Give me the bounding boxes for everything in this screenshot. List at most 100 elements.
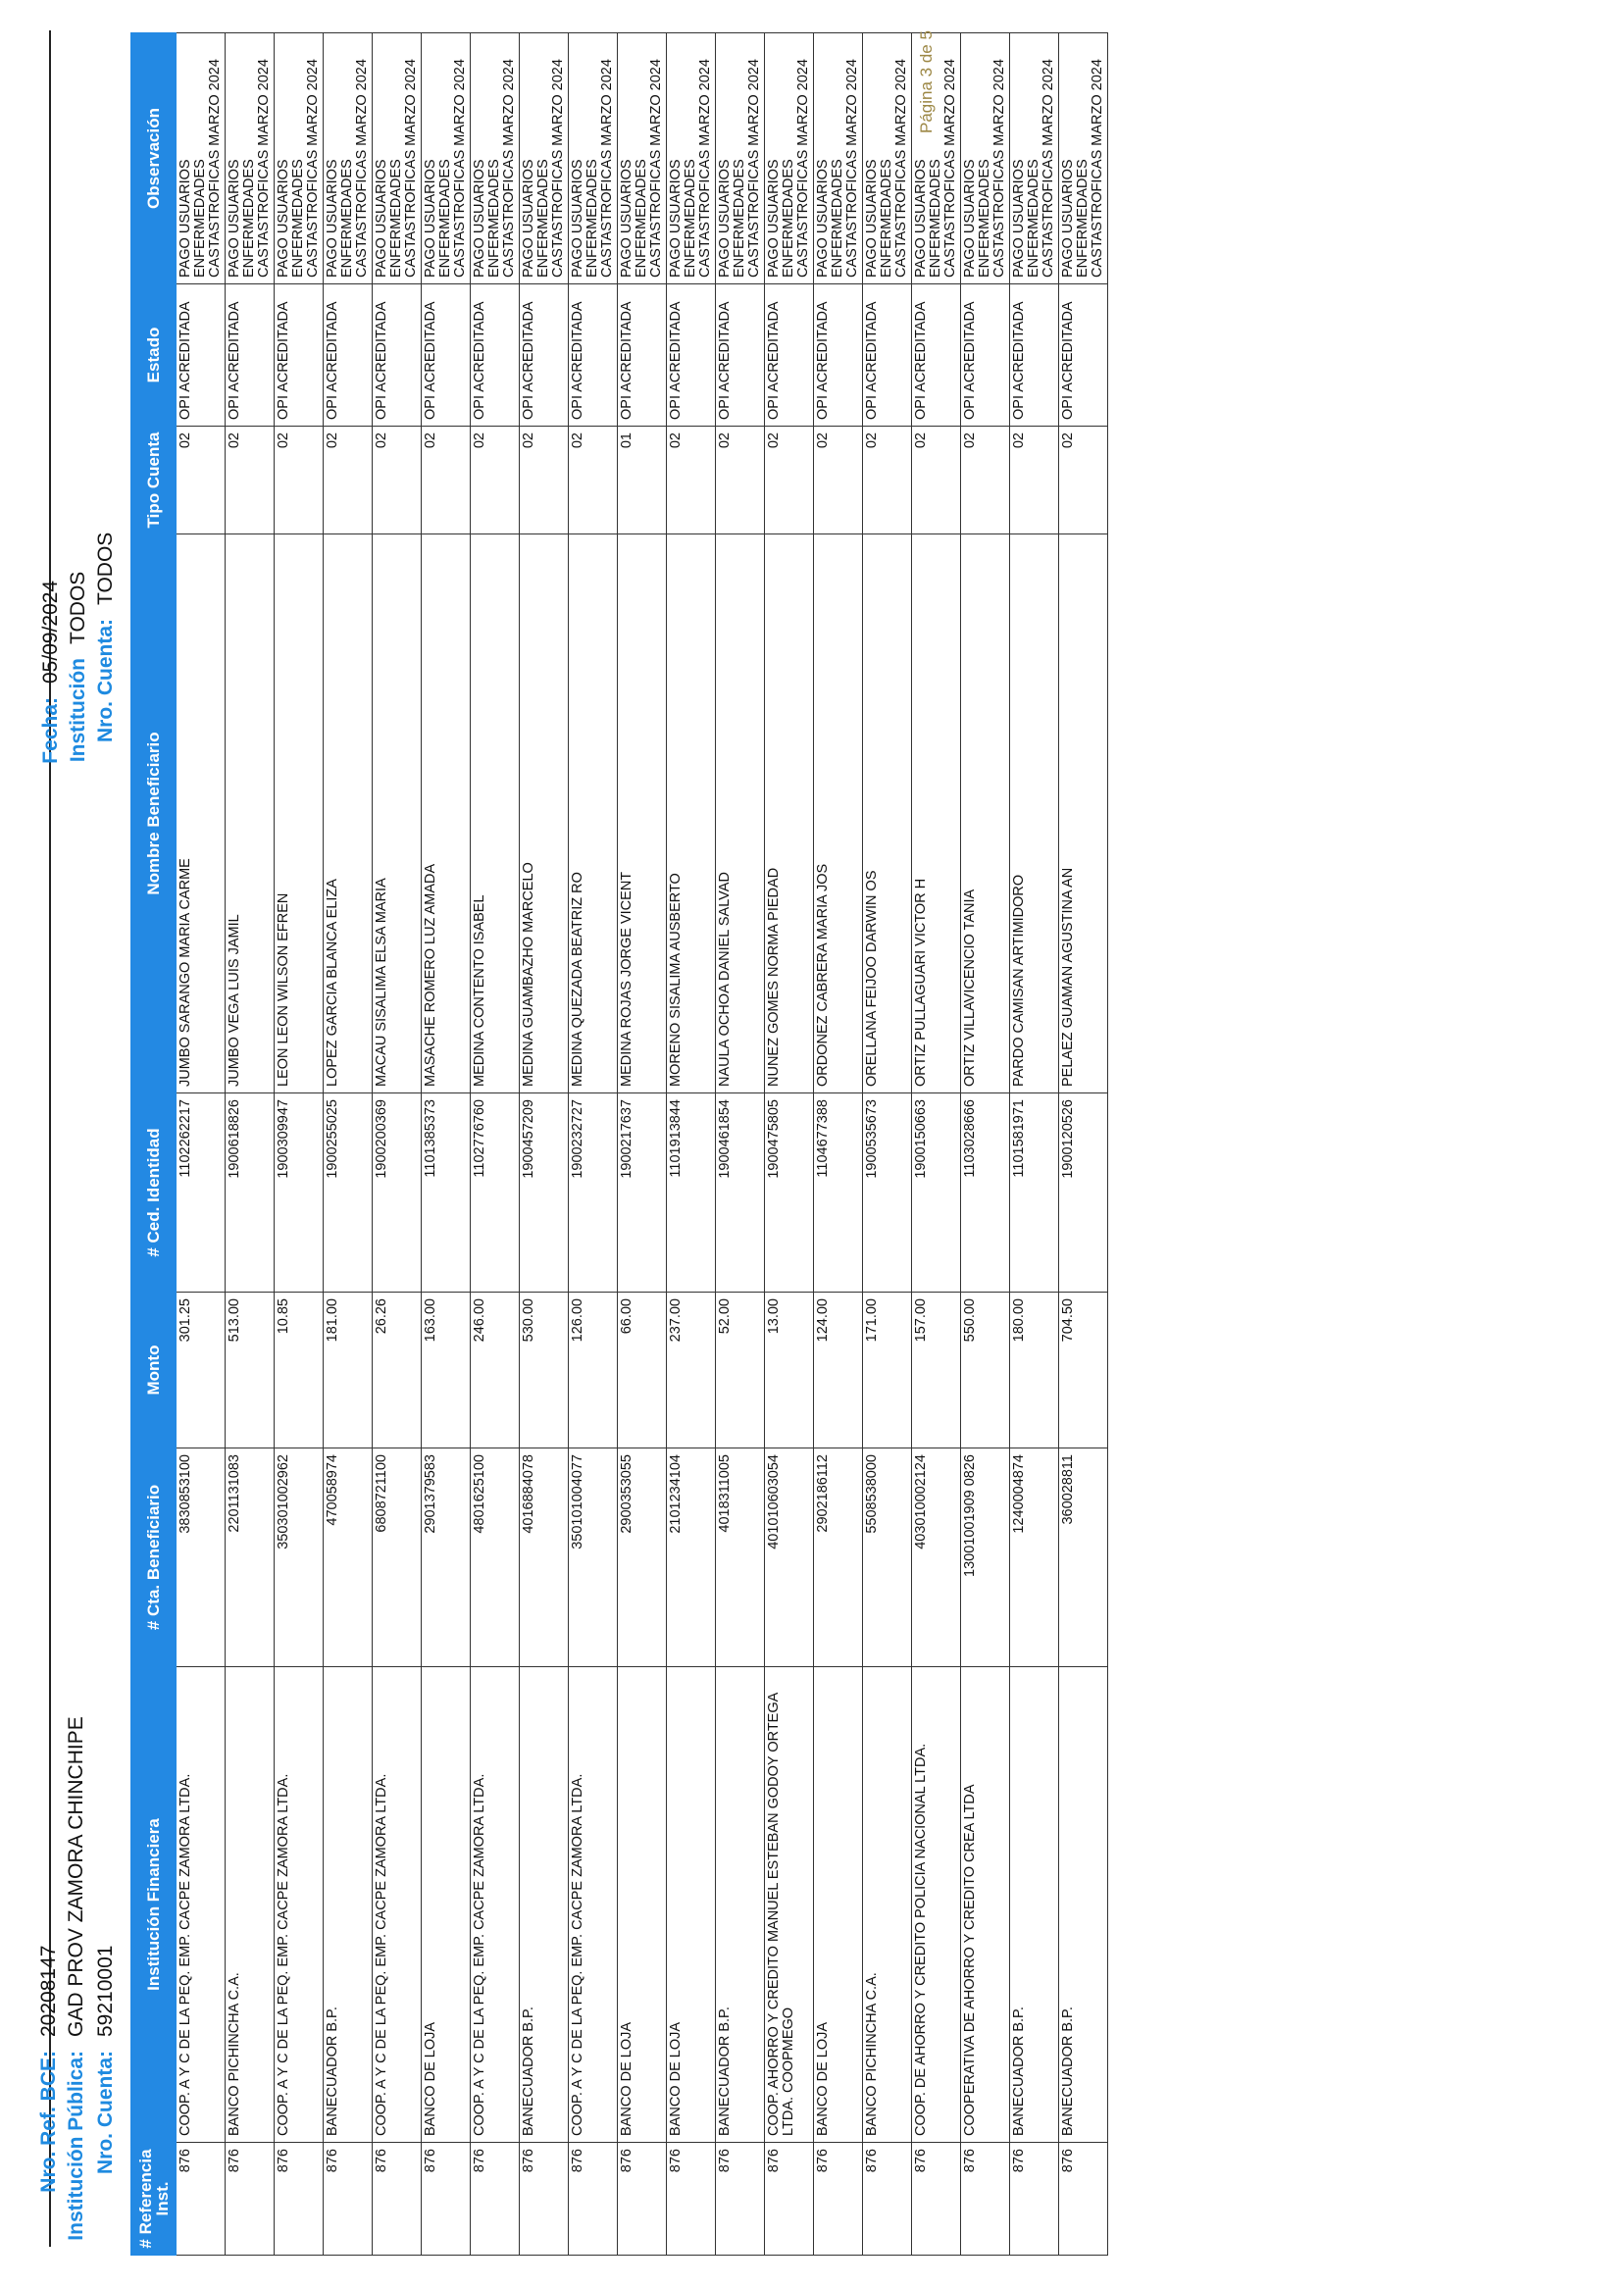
cell-estado: OPI ACREDITADA [813,283,863,427]
ref-bce-value: 20208147 [37,1945,60,2037]
cell-cta-beneficiario: 403010002124 [911,1448,961,1667]
cell-observacion: PAGO USUARIOS ENFERMEDADES CASTASTROFICA… [617,32,667,284]
cell-ref-inst: 876 [617,2142,667,2256]
table-row: 876 BANCO DE LOJA 2101234104 237.00 11019138… [666,32,716,2256]
cell-nombre-beneficiario: ORTIZ PULLAGUARI VICTOR H [911,533,961,1093]
cell-cta-beneficiario: 2201131083 [225,1448,275,1667]
cell-tipo-cuenta: 02 [666,426,716,534]
cell-tipo-cuenta: 02 [421,426,471,534]
table-row: 876 COOP. A Y C DE LA PEQ. EMP. CACPE ZAM… [372,32,422,2256]
filtro-cuenta-row: Nro. Cuenta: TODOS [94,533,118,776]
cell-tipo-cuenta: 02 [323,426,373,534]
cell-nombre-beneficiario: MEDINA GUAMBAZHO MARCELO [519,533,569,1093]
cell-ced-identidad: 1900309947 [274,1092,324,1293]
table-row: 876 BANCO DE LOJA 2901379583 163.00 11013853… [421,32,471,2256]
cell-monto: 52.00 [715,1292,765,1448]
cell-tipo-cuenta: 02 [813,426,863,534]
cell-estado: OPI ACREDITADA [568,283,618,427]
cell-cta-beneficiario: 2902186112 [813,1448,863,1667]
cell-monto: 301.25 [176,1292,226,1448]
cell-ref-inst: 876 [421,2142,471,2256]
cell-monto: 124.00 [813,1292,863,1448]
fecha-label: Fecha: [39,697,62,764]
cell-cta-beneficiario: 1240004874 [1009,1448,1059,1667]
cell-institucion-financiera: COOP. AHORRO Y CREDITO MANUEL ESTEBAN GO… [764,1666,814,2143]
cell-nombre-beneficiario: MORENO SISALIMA AUSBERTO [666,533,716,1093]
cell-institucion-financiera: COOPERATIVA DE AHORRO Y CREDITO CREA LTD… [960,1666,1010,2143]
cell-tipo-cuenta: 02 [1058,426,1108,534]
cell-observacion: PAGO USUARIOS ENFERMEDADES CASTASTROFICA… [176,32,226,284]
cell-institucion-financiera: BANECUADOR B.P. [1009,1666,1059,2143]
cell-ced-identidad: 1102262217 [176,1092,226,1293]
cell-ref-inst: 876 [323,2142,373,2256]
table-row: 876 BANCO DE LOJA 2902186112 124.00 11046773… [813,32,863,2256]
cell-ced-identidad: 1900618826 [225,1092,275,1293]
cell-nombre-beneficiario: ORELLANA FEIJOO DARWIN OS [862,533,912,1093]
cell-tipo-cuenta: 02 [911,426,961,534]
cell-nombre-beneficiario: MEDINA CONTENTO ISABEL [470,533,520,1093]
cell-institucion-financiera: COOP. DE AHORRO Y CREDITO POLICIA NACION… [911,1666,961,2143]
institucion-publica-value: GAD PROV ZAMORA CHINCHIPE [65,1716,87,2037]
cell-ref-inst: 876 [519,2142,569,2256]
cell-observacion: PAGO USUARIOS ENFERMEDADES CASTASTROFICA… [470,32,520,284]
cell-monto: 126.00 [568,1292,618,1448]
cell-institucion-financiera: BANCO PICHINCHA C.A. [225,1666,275,2143]
cell-ref-inst: 876 [813,2142,863,2256]
cell-cta-beneficiario: 2101234104 [666,1448,716,1667]
cell-institucion-financiera: COOP. A Y C DE LA PEQ. EMP. CACPE ZAMORA… [470,1666,520,2143]
cell-monto: 530.00 [519,1292,569,1448]
cell-observacion: PAGO USUARIOS ENFERMEDADES CASTASTROFICA… [568,32,618,284]
cell-ced-identidad: 1900200369 [372,1092,422,1293]
table-row: 876 BANECUADOR B.P. 4018311005 52.00 1900461… [715,32,765,2256]
cell-ref-inst: 876 [960,2142,1010,2256]
cell-ref-inst: 876 [1009,2142,1059,2256]
column-header-institucion-financiera: Institución Financiera [130,1666,177,2143]
column-header-observacion: Observación [130,32,177,284]
filtro-institucion-label: Institución [67,658,89,763]
cell-cta-beneficiario: 350101004077 [568,1448,618,1667]
cell-nombre-beneficiario: PELAEZ GUAMAN AGUSTINA AN [1058,533,1108,1093]
cell-monto: 26.26 [372,1292,422,1448]
cell-estado: OPI ACREDITADA [764,283,814,427]
cell-institucion-financiera: BANCO DE LOJA [666,1666,716,2143]
cell-nombre-beneficiario: JUMBO SARANGO MARIA CARME [176,533,226,1093]
table-row: 876 COOPERATIVA DE AHORRO Y CREDITO CREA … [960,32,1010,2256]
cell-ref-inst: 876 [470,2142,520,2256]
cell-observacion: PAGO USUARIOS ENFERMEDADES CASTASTROFICA… [421,32,471,284]
cell-cta-beneficiario: 470058974 [323,1448,373,1667]
cell-monto: 10.85 [274,1292,324,1448]
column-header-monto: Monto [130,1292,177,1448]
cell-estado: OPI ACREDITADA [617,283,667,427]
cell-cta-beneficiario: 350301002962 [274,1448,324,1667]
cell-nombre-beneficiario: MASACHE ROMERO LUZ AMADA [421,533,471,1093]
cell-estado: OPI ACREDITADA [176,283,226,427]
cell-nombre-beneficiario: LOPEZ GARCIA BLANCA ELIZA [323,533,373,1093]
table-row: 876 COOP. DE AHORRO Y CREDITO POLICIA NAC… [911,32,961,2256]
cell-institucion-financiera: COOP. A Y C DE LA PEQ. EMP. CACPE ZAMORA… [568,1666,618,2143]
cell-monto: 181.00 [323,1292,373,1448]
nro-cuenta-value: 59210001 [94,1945,117,2037]
cell-institucion-financiera: BANECUADOR B.P. [1058,1666,1108,2143]
column-header-estado: Estado [130,283,177,427]
cell-ref-inst: 876 [372,2142,422,2256]
cell-estado: OPI ACREDITADA [715,283,765,427]
cell-tipo-cuenta: 02 [715,426,765,534]
cell-nombre-beneficiario: NAULA OCHOA DANIEL SALVAD [715,533,765,1093]
cell-tipo-cuenta: 02 [1009,426,1059,534]
cell-nombre-beneficiario: ORTIZ VILLAVICENCIO TANIA [960,533,1010,1093]
table-header-row: # Referencia Inst. Institución Financiera… [130,32,177,2256]
cell-ref-inst: 876 [568,2142,618,2256]
cell-estado: OPI ACREDITADA [225,283,275,427]
table-row: 876 COOP. AHORRO Y CREDITO MANUEL ESTEBAN… [764,32,814,2256]
cell-cta-beneficiario: 2901379583 [421,1448,471,1667]
cell-cta-beneficiario: 3830853100 [176,1448,226,1667]
cell-observacion: PAGO USUARIOS ENFERMEDADES CASTASTROFICA… [225,32,275,284]
cell-tipo-cuenta: 02 [372,426,422,534]
cell-ced-identidad: 1900255025 [323,1092,373,1293]
cell-nombre-beneficiario: PARDO CAMISAN ARTIMIDORO [1009,533,1059,1093]
cell-cta-beneficiario: 5508538000 [862,1448,912,1667]
nro-cuenta-row: Nro. Cuenta: 59210001 [94,1946,118,2247]
cell-estado: OPI ACREDITADA [519,283,569,427]
cell-ref-inst: 876 [176,2142,226,2256]
cell-ref-inst: 876 [764,2142,814,2256]
